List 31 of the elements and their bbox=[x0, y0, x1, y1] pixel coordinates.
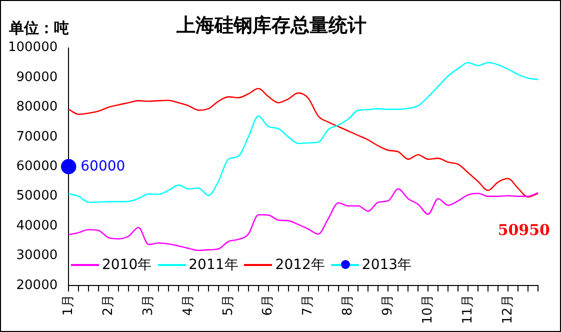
legend-label: 2011年 bbox=[188, 256, 238, 274]
y-tick-label: 70000 bbox=[16, 129, 58, 144]
x-tick-label: 6月 bbox=[260, 294, 276, 316]
y-tick-label: 80000 bbox=[16, 100, 58, 115]
data-label: 60000 bbox=[80, 158, 126, 174]
x-tick-label: 1月 bbox=[61, 294, 76, 316]
line-series bbox=[68, 62, 539, 203]
y-tick-label: 20000 bbox=[16, 278, 58, 293]
chart-title: 上海硅钢库存总量统计 bbox=[176, 14, 366, 36]
y-tick-label: 100000 bbox=[8, 40, 58, 56]
y-tick-label: 90000 bbox=[16, 70, 58, 85]
x-tick-label: 4月 bbox=[180, 294, 196, 316]
x-tick-label: 9月 bbox=[380, 294, 396, 316]
y-axis-title: 单位：吨 bbox=[9, 19, 69, 38]
x-tick-label: 11月 bbox=[460, 294, 476, 324]
y-tick-label: 40000 bbox=[16, 218, 58, 234]
x-tick-label: 7月 bbox=[300, 294, 316, 316]
y-tick-label: 60000 bbox=[16, 159, 58, 174]
x-tick-label: 12月 bbox=[500, 294, 516, 324]
legend-label: 2012年 bbox=[275, 256, 325, 274]
x-tick-label: 8月 bbox=[340, 294, 356, 316]
x-tick-label: 5月 bbox=[220, 294, 236, 316]
legend-label: 2010年 bbox=[102, 256, 152, 274]
x-tick-label: 3月 bbox=[140, 294, 156, 316]
y-tick-label: 50000 bbox=[16, 188, 58, 204]
y-tick-label: 30000 bbox=[16, 248, 58, 264]
data-label: 50950 bbox=[498, 220, 550, 239]
x-tick-label: 2月 bbox=[100, 294, 116, 316]
line-series bbox=[68, 88, 539, 198]
x-tick-label: 10月 bbox=[420, 294, 436, 324]
legend-label: 2013年 bbox=[362, 256, 412, 274]
